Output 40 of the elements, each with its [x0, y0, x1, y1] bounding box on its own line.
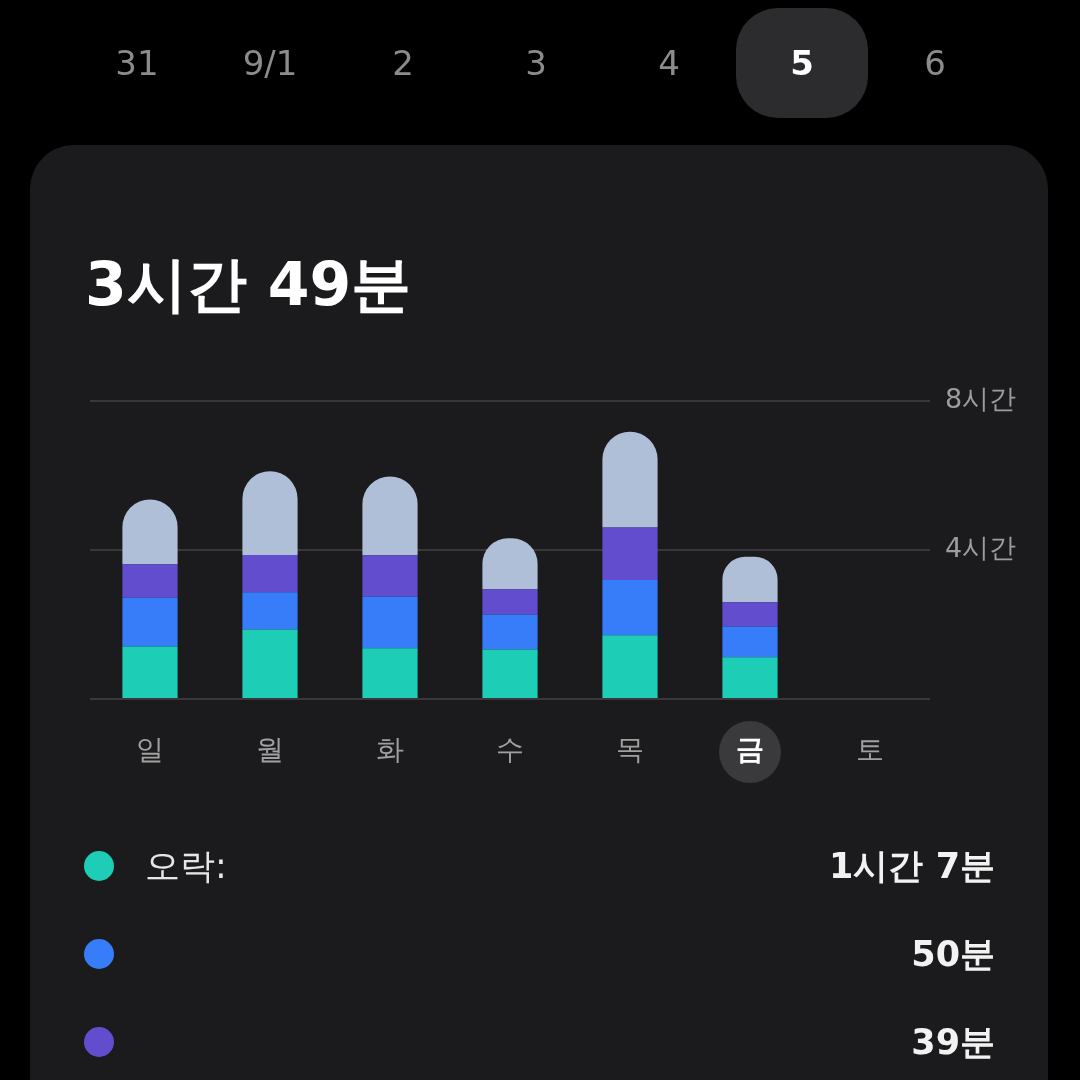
bar — [482, 589, 538, 615]
text: 31 — [114, 42, 160, 85]
x-tick-label: 목 — [616, 733, 644, 767]
x-tick-label: 일 — [136, 733, 164, 767]
text: 9/1 — [241, 42, 299, 85]
chart-title: 3시간 49분 — [85, 248, 412, 320]
text: 4 — [657, 42, 681, 85]
bar — [602, 579, 658, 636]
x-tick-label: 금 — [736, 733, 764, 767]
bar — [362, 555, 418, 597]
text: 5 — [789, 42, 815, 85]
bar — [122, 597, 178, 647]
legend-label: 오락: — [145, 844, 227, 888]
x-tick-label: 화 — [376, 733, 404, 767]
bar — [242, 629, 298, 698]
y-tick-label: 4시간 — [945, 532, 1017, 564]
y-tick-label: 8시간 — [945, 383, 1017, 415]
bar — [602, 527, 658, 580]
bar — [242, 592, 298, 630]
bar — [362, 648, 418, 698]
bar — [482, 649, 538, 698]
bar — [122, 564, 178, 598]
bar — [722, 626, 778, 658]
bar — [602, 431, 658, 528]
x-tick-label: 수 — [496, 733, 524, 767]
bar — [122, 646, 178, 698]
text: 2 — [391, 42, 415, 85]
bar — [722, 602, 778, 627]
text: 1시간 7분 — [829, 844, 995, 888]
bar — [482, 614, 538, 650]
text: 50분 — [911, 932, 995, 976]
text: 3 — [524, 42, 548, 85]
text: 6 — [923, 42, 947, 85]
bar — [242, 554, 298, 593]
bar — [602, 635, 658, 698]
x-tick-label: 월 — [256, 733, 284, 767]
text: 39분 — [911, 1020, 995, 1064]
x-tick-label: 토 — [856, 733, 884, 767]
bar — [362, 596, 418, 649]
bar — [722, 657, 778, 698]
